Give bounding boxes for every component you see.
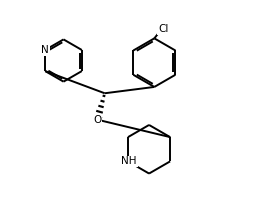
Text: Cl: Cl bbox=[158, 24, 169, 34]
Text: N: N bbox=[41, 45, 49, 55]
Text: NH: NH bbox=[121, 156, 137, 166]
Text: O: O bbox=[93, 115, 101, 125]
